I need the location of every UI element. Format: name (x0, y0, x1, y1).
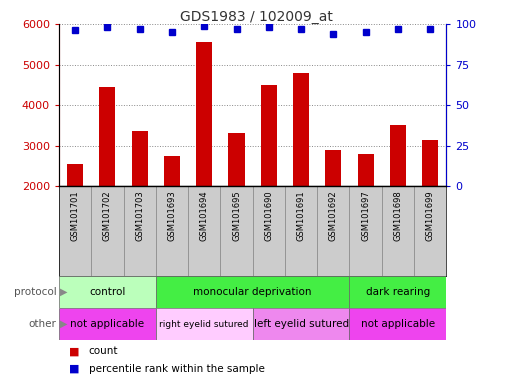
Text: left eyelid sutured: left eyelid sutured (253, 319, 349, 329)
Text: ▶: ▶ (60, 319, 68, 329)
Text: percentile rank within the sample: percentile rank within the sample (89, 364, 265, 374)
Text: GDS1983 / 102009_at: GDS1983 / 102009_at (180, 10, 333, 23)
Bar (221, 186, 252, 276)
Bar (349, 186, 382, 276)
Text: GSM101699: GSM101699 (426, 191, 435, 241)
Bar (252, 186, 285, 276)
Bar (188, 186, 221, 276)
Bar (317, 186, 349, 276)
Text: protocol: protocol (14, 287, 56, 297)
Text: dark rearing: dark rearing (366, 287, 430, 297)
Text: GSM101702: GSM101702 (103, 191, 112, 241)
Text: not applicable: not applicable (70, 319, 145, 329)
Bar (358, 154, 373, 267)
Text: GSM101703: GSM101703 (135, 191, 144, 242)
Bar (100, 87, 115, 267)
Text: GSM101690: GSM101690 (264, 191, 273, 241)
Bar (349, 276, 446, 308)
Text: GSM101701: GSM101701 (71, 191, 80, 241)
Text: other: other (29, 319, 56, 329)
Bar (349, 308, 446, 340)
Bar (422, 139, 438, 267)
Text: GSM101694: GSM101694 (200, 191, 209, 241)
Bar (67, 164, 83, 267)
Text: not applicable: not applicable (361, 319, 435, 329)
Bar (285, 186, 317, 276)
Text: GSM101698: GSM101698 (393, 191, 402, 242)
Text: GSM101695: GSM101695 (232, 191, 241, 241)
Text: monocular deprivation: monocular deprivation (193, 287, 312, 297)
Text: ■: ■ (69, 364, 83, 374)
Text: control: control (89, 287, 126, 297)
Text: ■: ■ (69, 346, 83, 356)
Text: GSM101693: GSM101693 (167, 191, 176, 242)
Bar (196, 42, 212, 267)
Bar (59, 308, 156, 340)
Bar (414, 186, 446, 276)
Bar (164, 156, 180, 267)
Bar (156, 276, 349, 308)
Text: count: count (89, 346, 119, 356)
Bar (293, 73, 309, 267)
Bar (156, 308, 252, 340)
Text: ▶: ▶ (60, 287, 68, 297)
Bar (325, 150, 342, 267)
Bar (124, 186, 156, 276)
Text: right eyelid sutured: right eyelid sutured (160, 319, 249, 329)
Text: GSM101697: GSM101697 (361, 191, 370, 242)
Text: GSM101692: GSM101692 (329, 191, 338, 241)
Bar (382, 186, 414, 276)
Bar (228, 134, 245, 267)
Bar (91, 186, 124, 276)
Bar (261, 85, 277, 267)
Bar (59, 186, 91, 276)
Bar (390, 125, 406, 267)
Bar (252, 308, 349, 340)
Text: GSM101691: GSM101691 (297, 191, 306, 241)
Bar (132, 131, 148, 267)
Bar (156, 186, 188, 276)
Bar (59, 276, 156, 308)
